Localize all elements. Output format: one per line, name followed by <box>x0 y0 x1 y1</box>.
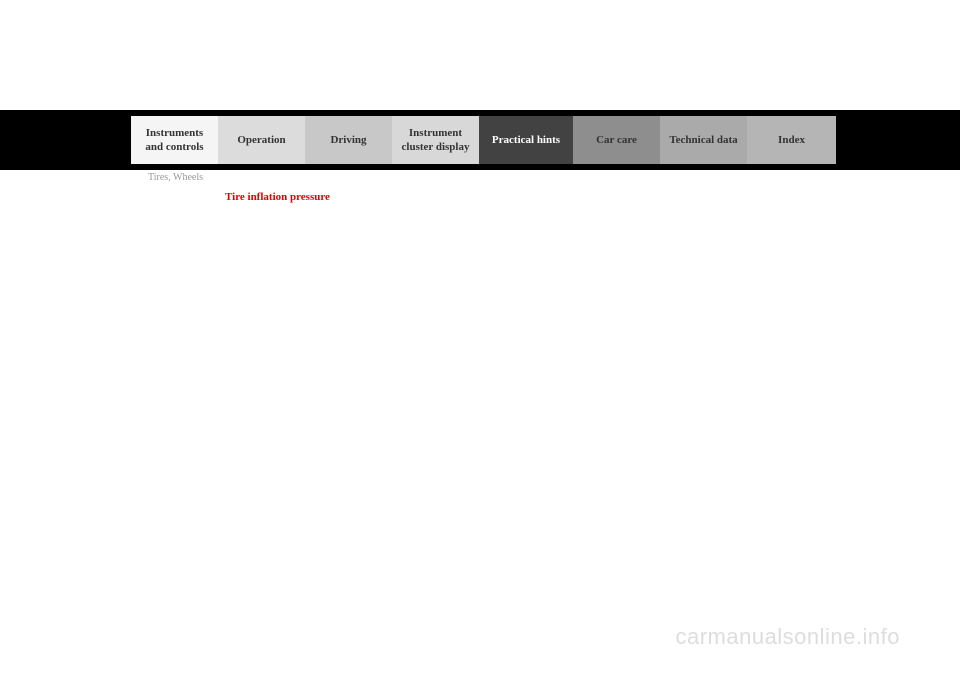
page-heading: Tire inflation pressure <box>225 191 330 203</box>
tabs-container: Instruments and controls Operation Drivi… <box>131 116 836 164</box>
tab-instruments-controls[interactable]: Instruments and controls <box>131 116 218 164</box>
watermark: carmanualsonline.info <box>675 624 900 650</box>
tab-index[interactable]: Index <box>747 116 836 164</box>
tab-driving[interactable]: Driving <box>305 116 392 164</box>
section-title: Tires, Wheels <box>148 172 203 183</box>
tab-instrument-cluster-display[interactable]: Instrument cluster display <box>392 116 479 164</box>
tab-operation[interactable]: Operation <box>218 116 305 164</box>
tab-practical-hints[interactable]: Practical hints <box>479 116 573 164</box>
tab-technical-data[interactable]: Technical data <box>660 116 747 164</box>
tab-car-care[interactable]: Car care <box>573 116 660 164</box>
